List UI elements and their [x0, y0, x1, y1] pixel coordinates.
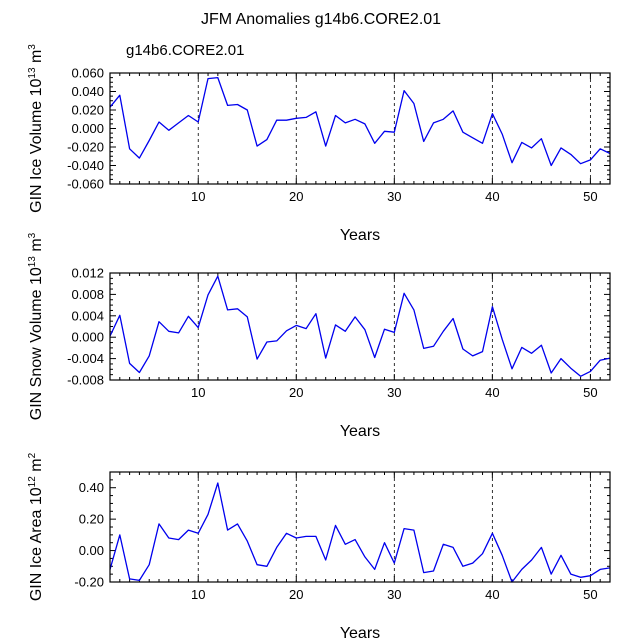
x-tick-label: 30 — [387, 189, 401, 204]
x-tick-label: 10 — [191, 587, 205, 602]
y-tick-label: 0.004 — [71, 308, 104, 323]
y-tick-label: -0.008 — [67, 373, 104, 388]
y-tick-label: 0.012 — [71, 266, 104, 281]
y-tick-label: -0.040 — [67, 158, 104, 173]
y-axis-label: GIN Ice Volume 1013 m3 — [27, 44, 45, 213]
x-tick-label: 10 — [191, 385, 205, 400]
x-tick-label: 30 — [387, 385, 401, 400]
y-tick-label: -0.060 — [67, 177, 104, 192]
y-tick-label: 0.00 — [79, 543, 104, 558]
y-tick-label: 0.040 — [71, 84, 104, 99]
series-line — [109, 76, 611, 167]
y-axis-label: GIN Snow Volume 1013 m3 — [27, 232, 45, 420]
y-tick-label: -0.020 — [67, 140, 104, 155]
panel-3: -0.20 0.00 0.20 0.40 10 20 30 40 50 Years GIN Ice … — [27, 452, 611, 638]
x-tick-label: 20 — [289, 587, 303, 602]
panels: -0.060 -0.040 -0.020 0.000 0.020 0.040 0.060 10… — [27, 44, 611, 638]
y-tick-label: 0.020 — [71, 103, 104, 118]
x-axis-label: Years — [340, 423, 380, 440]
y-tick-label: 0.20 — [79, 512, 104, 527]
x-tick-label: 40 — [485, 385, 499, 400]
x-tick-label: 30 — [387, 587, 401, 602]
panel-2: -0.008 -0.004 0.000 0.004 0.008 0.012 10 20 30 40… — [27, 232, 611, 440]
x-tick-label: 50 — [583, 189, 597, 204]
y-tick-label: -0.004 — [67, 351, 104, 366]
y-tick-label: -0.20 — [74, 575, 104, 590]
series-line — [109, 275, 611, 377]
plot-frame — [109, 471, 611, 583]
x-tick-label: 20 — [289, 385, 303, 400]
x-axis-label: Years — [340, 227, 380, 244]
y-tick-label: 0.000 — [71, 330, 104, 345]
plot-frame — [109, 272, 611, 381]
x-axis-label: Years — [340, 625, 380, 638]
x-tick-label: 20 — [289, 189, 303, 204]
figure-title: JFM Anomalies g14b6.CORE2.01 — [201, 11, 441, 28]
x-tick-label: 50 — [583, 587, 597, 602]
plot-frame — [109, 72, 611, 185]
y-tick-label: 0.060 — [71, 66, 104, 81]
y-tick-label: 0.008 — [71, 287, 104, 302]
series-line — [109, 482, 611, 583]
legend-label: g14b6.CORE2.01 — [126, 42, 244, 59]
y-tick-label: 0.000 — [71, 121, 104, 136]
y-tick-label: 0.40 — [79, 480, 104, 495]
y-axis-label: GIN Ice Area 1012 m2 — [27, 452, 45, 601]
x-tick-label: 10 — [191, 189, 205, 204]
x-tick-label: 40 — [485, 189, 499, 204]
x-tick-label: 50 — [583, 385, 597, 400]
x-tick-label: 40 — [485, 587, 499, 602]
panel-1: -0.060 -0.040 -0.020 0.000 0.020 0.040 0.060 10… — [27, 44, 611, 244]
